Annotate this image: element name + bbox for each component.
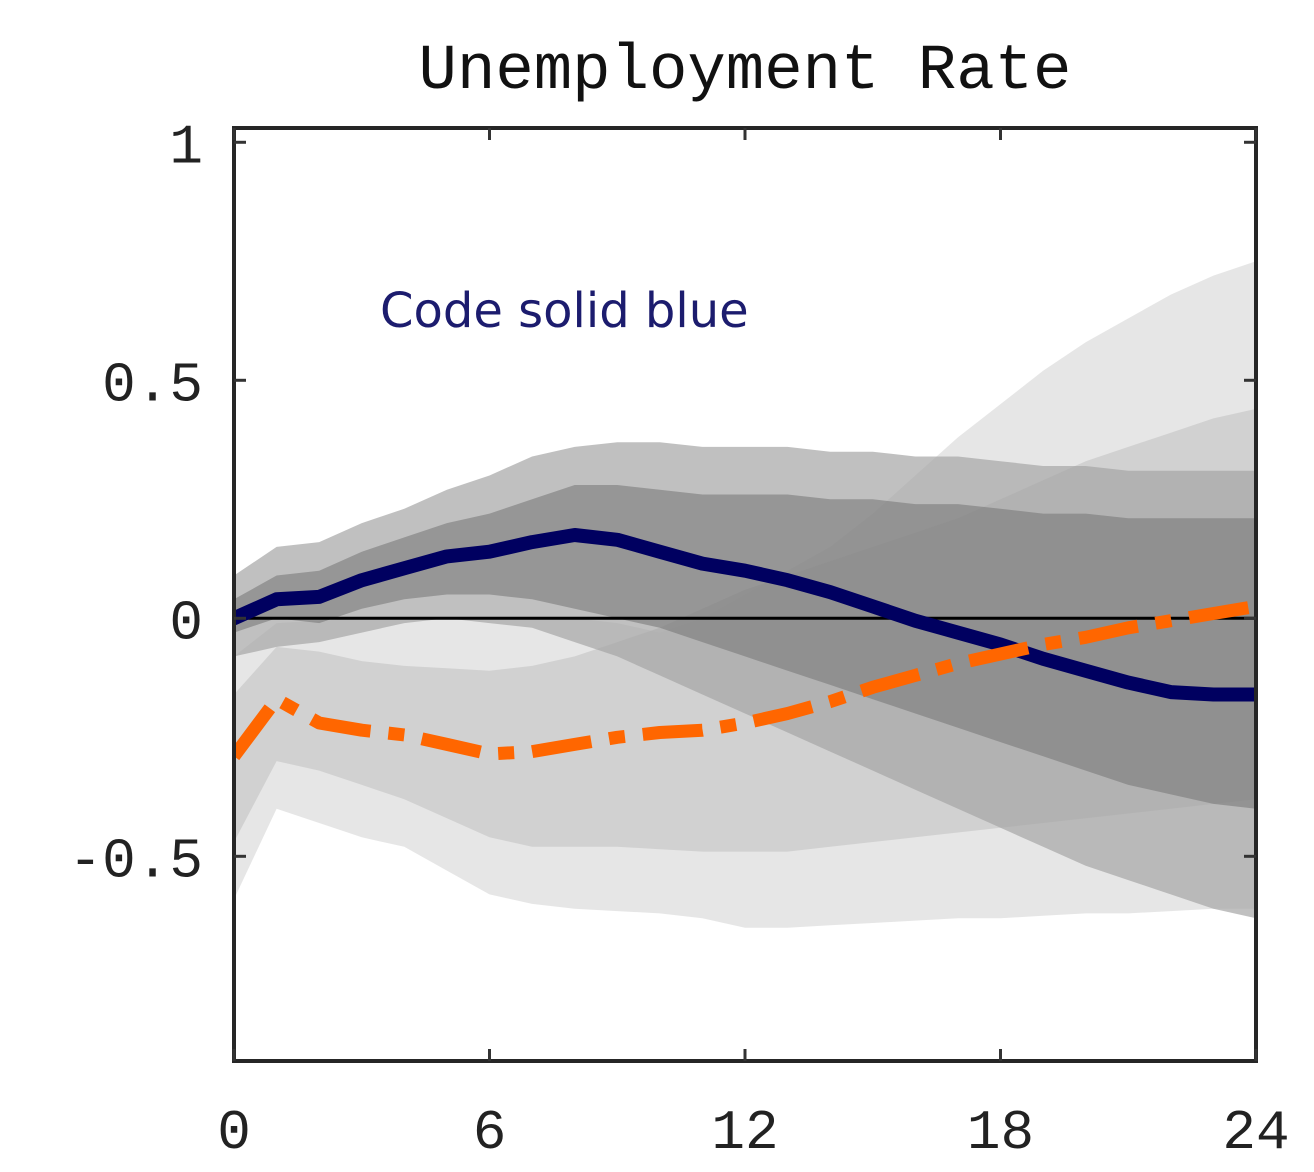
- axis-ticks: 0 6 12 18 24 1 0.5 0 -0.5: [69, 115, 1290, 1165]
- x-tick-label: 0: [217, 1101, 251, 1165]
- y-tick-label: 0: [169, 591, 203, 655]
- chart-title: Unemployment Rate: [419, 36, 1072, 108]
- x-tick-label: 18: [967, 1101, 1034, 1165]
- series-line-solid: [234, 528, 1256, 702]
- confidence-bands: [234, 261, 1256, 928]
- x-tick-label: 12: [711, 1101, 778, 1165]
- x-tick-label: 6: [473, 1101, 507, 1165]
- annotation-code-solid-blue: Code solid blue: [380, 283, 749, 339]
- y-tick-label: 0.5: [102, 353, 203, 417]
- series-lines: [234, 528, 1256, 761]
- series-line-dash-dot: [234, 599, 1256, 761]
- y-tick-label: -0.5: [69, 829, 203, 893]
- band-blue-inner: [234, 485, 1256, 809]
- x-tick-label: 24: [1222, 1101, 1289, 1165]
- y-tick-label: 1: [169, 115, 203, 179]
